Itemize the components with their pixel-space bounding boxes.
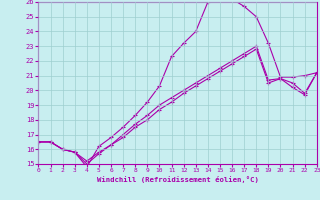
X-axis label: Windchill (Refroidissement éolien,°C): Windchill (Refroidissement éolien,°C) [97, 176, 259, 183]
